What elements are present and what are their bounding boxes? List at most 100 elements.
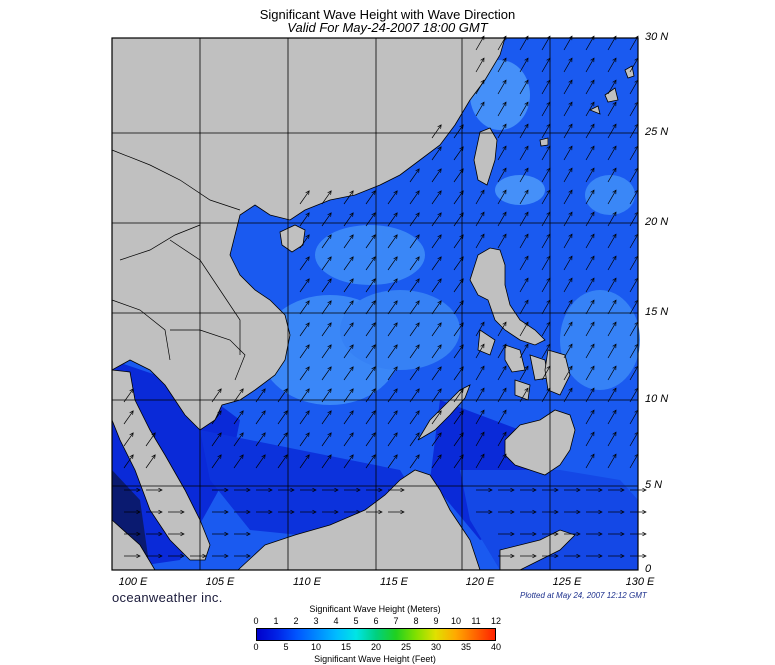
wave-direction-arrow — [387, 190, 398, 205]
wave-direction-arrow — [431, 212, 442, 227]
wave-direction-arrowhead — [151, 432, 156, 437]
wave-direction-arrow — [431, 432, 442, 447]
wave-direction-arrow — [453, 278, 464, 293]
wave-direction-arrow — [453, 410, 464, 425]
wave-direction-arrow — [607, 57, 617, 73]
wave-direction-arrow — [519, 211, 529, 227]
wave-direction-arrow — [321, 322, 332, 337]
wave-direction-arrowhead — [305, 388, 310, 393]
wave-direction-arrow — [255, 388, 266, 403]
wave-direction-arrowhead — [524, 233, 529, 239]
wave-direction-arrowhead — [305, 322, 310, 327]
wave-direction-arrow — [541, 101, 551, 117]
wave-direction-arrow — [453, 234, 464, 249]
wave-direction-arrow — [409, 190, 420, 205]
wave-direction-arrowhead — [612, 57, 617, 63]
wave-direction-arrow — [453, 212, 464, 227]
lon-label-105e: 105 E — [205, 576, 235, 588]
wave-direction-arrowhead — [459, 366, 464, 371]
wave-direction-arrowhead — [129, 454, 134, 459]
wave-direction-arrowhead — [524, 299, 529, 305]
wave-direction-arrowhead — [590, 387, 595, 393]
wave-direction-arrow — [145, 454, 156, 469]
wave-direction-arrow — [211, 410, 222, 425]
lon-label-110e: 110 E — [293, 576, 321, 588]
wave-direction-arrow — [585, 365, 595, 381]
wave-direction-arrowhead — [510, 531, 515, 537]
wave-direction-arrow — [387, 234, 398, 249]
legend-meters-tick: 1 — [273, 616, 279, 626]
wave-direction-arrowhead — [158, 509, 163, 515]
wave-direction-arrow — [365, 278, 376, 293]
land-malay-peninsula — [111, 369, 211, 561]
wave-direction-arrow — [387, 212, 398, 227]
land-hainan — [279, 224, 306, 253]
wave-direction-arrowhead — [480, 211, 485, 217]
wave-direction-arrowhead — [480, 431, 485, 437]
wave-direction-arrow — [409, 344, 420, 359]
wave-direction-arrow — [541, 189, 551, 205]
wave-direction-arrow — [387, 366, 398, 381]
land-ryukyu — [539, 65, 635, 147]
wave-direction-arrow — [541, 79, 551, 95]
wave-direction-arrowhead — [415, 300, 420, 305]
wave-direction-arrow — [211, 454, 222, 469]
wave-direction-arrow — [431, 124, 442, 139]
wave-direction-arrowhead — [546, 101, 551, 107]
wave-direction-arrow — [453, 124, 464, 139]
wave-direction-arrow — [277, 432, 288, 447]
wave-direction-arrow — [497, 101, 507, 117]
wave-direction-arrow — [519, 365, 529, 381]
wave-direction-arrowhead — [524, 343, 529, 349]
wave-direction-arrow — [453, 190, 464, 205]
wave-direction-arrowhead — [502, 343, 507, 349]
wave-direction-arrow — [255, 454, 266, 469]
wave-direction-arrowhead — [620, 487, 625, 493]
wave-direction-arrowhead — [612, 453, 617, 459]
wave-direction-arrowhead — [554, 531, 559, 537]
legend-feet-tick: 25 — [400, 642, 411, 652]
map-subtitle: Valid For May-24-2007 18:00 GMT — [287, 20, 488, 35]
wave-direction-arrow — [585, 233, 595, 249]
wave-direction-arrowhead — [312, 509, 317, 515]
wave-direction-arrow — [497, 211, 507, 227]
wave-direction-arrow — [607, 431, 617, 447]
wave-direction-arrowhead — [546, 343, 551, 349]
wave-direction-arrowhead — [612, 299, 617, 305]
wave-direction-arrowhead — [568, 365, 573, 371]
wave-direction-arrowhead — [590, 343, 595, 349]
wave-direction-arrowhead — [568, 145, 573, 151]
wave-direction-arrow — [387, 344, 398, 359]
wave-direction-arrow — [585, 57, 595, 73]
lon-label-130e: 130 E — [625, 576, 655, 588]
wave-direction-arrowhead — [371, 278, 376, 283]
legend-feet-tick: 30 — [430, 642, 441, 652]
wave-direction-arrow — [343, 344, 354, 359]
wave-direction-arrow — [299, 366, 310, 381]
wave-direction-arrow — [607, 101, 617, 117]
wave-direction-arrowhead — [378, 487, 383, 493]
wave-direction-arrowhead — [415, 432, 420, 437]
wave-direction-arrowhead — [327, 322, 332, 327]
wave-direction-arrow — [497, 189, 507, 205]
wave-direction-arrow — [541, 387, 551, 403]
wave-direction-arrowhead — [371, 300, 376, 305]
wave-direction-arrowhead — [327, 366, 332, 371]
wave-direction-arrowhead — [415, 234, 420, 239]
wave-direction-arrowhead — [532, 553, 537, 559]
wave-direction-arrowhead — [590, 79, 595, 85]
wave-direction-arrowhead — [415, 366, 420, 371]
legend-meters-tick: 7 — [393, 616, 399, 626]
wave-direction-arrow — [321, 410, 332, 425]
wave-direction-arrow — [585, 277, 595, 293]
wave-direction-arrowhead — [349, 234, 354, 239]
wave-direction-arrow — [607, 123, 617, 139]
wave-direction-arrowhead — [437, 322, 442, 327]
wave-direction-arrowhead — [393, 212, 398, 217]
wave-direction-arrowhead — [437, 190, 442, 195]
wave-direction-arrow — [299, 322, 310, 337]
wave-direction-arrowhead — [642, 509, 647, 515]
wave-direction-arrow — [629, 409, 639, 425]
wave-direction-arrowhead — [590, 365, 595, 371]
